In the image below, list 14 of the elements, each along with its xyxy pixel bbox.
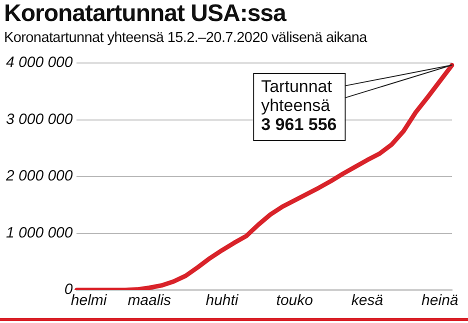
y-tick-label: 4 000 000 xyxy=(6,54,74,72)
x-tick-label: maalis xyxy=(128,292,172,310)
chart-subtitle: Koronatartunnat yhteensä 15.2.–20.7.2020 välisenä aikana xyxy=(4,30,367,46)
x-tick-label: helmi xyxy=(70,292,108,310)
x-tick-label: huhti xyxy=(206,292,239,310)
x-tick-label: heinä xyxy=(422,292,458,310)
y-tick-label: 0 xyxy=(64,281,74,298)
y-tick-label: 1 000 000 xyxy=(6,224,74,242)
x-tick-label: kesä xyxy=(351,292,384,310)
x-tick-label: touko xyxy=(276,292,313,310)
annotation: Tartunnat yhteensä 3 961 556 xyxy=(261,77,337,134)
y-tick-label: 2 000 000 xyxy=(4,168,74,185)
chart-title: Koronatartunnat USA:ssa xyxy=(4,0,286,28)
y-tick-label: 3 000 000 xyxy=(6,110,74,128)
